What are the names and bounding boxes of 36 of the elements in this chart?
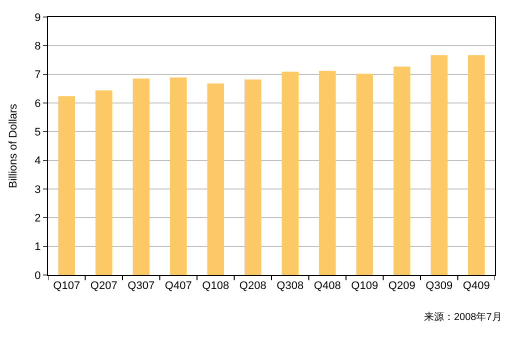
bar [244, 79, 262, 275]
x-tick-label: Q307 [128, 280, 155, 292]
x-tick-label: Q208 [239, 280, 266, 292]
bar [132, 78, 150, 275]
bar [393, 66, 410, 275]
x-tick-label: Q409 [462, 280, 490, 292]
y-axis-title: Billions of Dollars [7, 103, 20, 188]
source-note: 来源：2008年7月 [424, 311, 502, 323]
y-tick-label: 7 [34, 69, 41, 82]
bar [356, 74, 374, 275]
x-tick-label: Q308 [276, 280, 304, 292]
bar [95, 90, 112, 275]
y-tick-label: 0 [34, 270, 41, 282]
y-tick-label: 2 [34, 212, 41, 225]
y-tick-label: 3 [34, 184, 41, 196]
bar [58, 96, 76, 275]
bar [430, 55, 448, 275]
x-tick-label: Q207 [90, 280, 118, 292]
bar [318, 70, 336, 275]
bar [468, 55, 485, 275]
bar [207, 84, 224, 275]
x-tick-label: Q309 [426, 280, 453, 292]
bar [282, 72, 299, 275]
x-tick-label: Q107 [53, 280, 80, 292]
y-tick-label: 5 [34, 126, 41, 139]
y-tick-label: 8 [34, 40, 41, 53]
x-tick-label: Q209 [388, 280, 416, 292]
y-tick-label: 9 [34, 12, 41, 24]
x-tick-label: Q407 [164, 280, 192, 292]
x-tick-label: Q108 [202, 280, 230, 292]
y-tick-label: 4 [34, 155, 41, 168]
x-tick-label: Q109 [351, 280, 378, 292]
y-tick-label: 1 [34, 241, 41, 254]
y-tick-label: 6 [34, 98, 41, 110]
bar [170, 77, 187, 275]
x-tick-label: Q408 [314, 280, 341, 292]
